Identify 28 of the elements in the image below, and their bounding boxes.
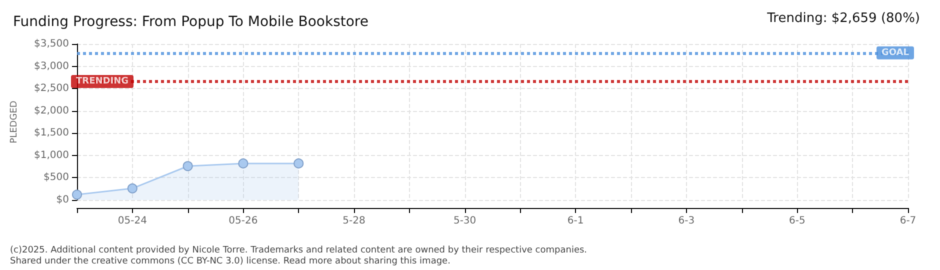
point	[182, 161, 193, 172]
y-tick-label: $1,000	[34, 150, 69, 161]
x-tick-label: 05-26	[228, 216, 258, 226]
x-tick-label: 5-28	[342, 216, 366, 226]
y-tick-label: $1,500	[34, 128, 69, 139]
point	[238, 158, 248, 168]
y-axis-title: PLEDGED	[10, 100, 20, 144]
y-tick-label: $2,500	[34, 83, 69, 94]
text: (c)2025. Additional content provided by Nicole Torre. Trademarks and related content are owned by their respective companies.	[10, 246, 588, 256]
y-tick-label: $2,000	[34, 105, 69, 116]
text: Trending: $2,659 (80%)	[766, 11, 920, 26]
point	[294, 158, 304, 168]
text: Shared under the creative commons (CC BY-NC 3.0) license. Read more about sharing this image.	[10, 256, 450, 266]
point	[72, 190, 82, 200]
x-tick-label: 05-24	[118, 216, 147, 226]
y-tick-label: $500	[44, 172, 69, 184]
x-tick-label: 5-30	[453, 216, 476, 226]
ref-line-label: GOAL	[882, 48, 910, 58]
y-tick-label: $0	[56, 194, 69, 206]
chart-title: Funding Progress: From Popup To Mobile Bookstore	[13, 14, 368, 30]
ref-line-label: TRENDING	[76, 76, 128, 86]
y-tick-label: $3,500	[34, 38, 69, 50]
x-tick-label: 6-5	[789, 216, 806, 226]
x-tick-label: 6-3	[678, 216, 695, 226]
y-tick-label: $3,000	[34, 60, 69, 72]
x-tick-label: 6-7	[900, 216, 916, 226]
x-tick-label: 6-1	[567, 216, 584, 226]
point	[127, 183, 138, 194]
